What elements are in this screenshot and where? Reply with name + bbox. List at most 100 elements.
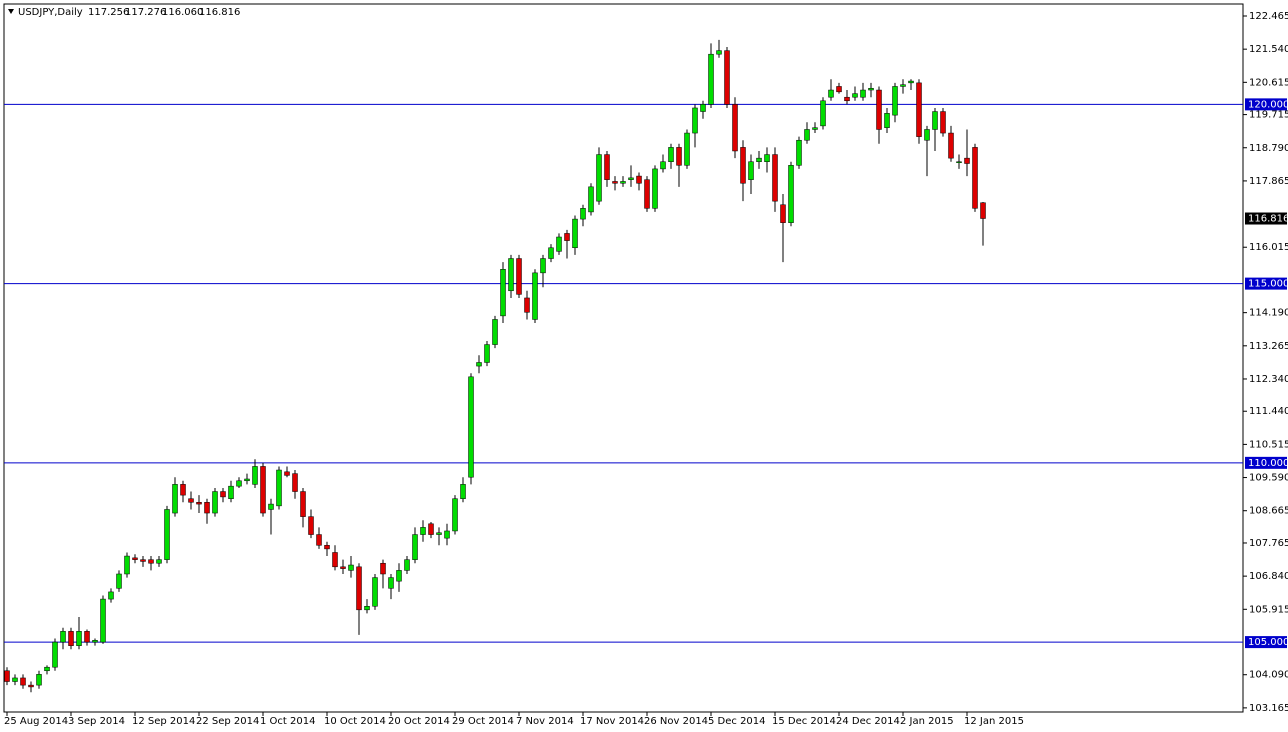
y-tick-label: 117.865 (1249, 176, 1288, 187)
x-tick-label: 29 Oct 2014 (452, 716, 514, 727)
candle-body (788, 165, 794, 223)
y-tick-label: 119.715 (1249, 110, 1288, 121)
candle-body (364, 605, 370, 611)
candle-body (124, 555, 130, 575)
candle-body (924, 129, 930, 141)
x-tick-label: 7 Nov 2014 (516, 716, 574, 727)
quote-value: 116.060 (162, 7, 203, 18)
candle-body (140, 559, 146, 562)
candle-body (276, 469, 282, 507)
candle-body (348, 564, 354, 571)
candle-body (540, 258, 546, 274)
candle-body (844, 96, 850, 102)
level-label: 110.000 (1248, 458, 1288, 469)
level-label: 105.000 (1248, 637, 1288, 648)
candle-body (980, 202, 986, 219)
x-tick-label: 10 Oct 2014 (324, 716, 386, 727)
last-price-label: 116.816 (1248, 214, 1288, 225)
candle-body (932, 111, 938, 130)
candle-body (564, 233, 570, 241)
candle-body (748, 161, 754, 180)
y-tick-label: 108.665 (1249, 506, 1288, 517)
candle-body (900, 84, 906, 87)
candle-body (28, 684, 34, 688)
candle-body (188, 498, 194, 503)
y-tick-label: 120.615 (1249, 77, 1288, 88)
y-tick-label: 103.165 (1249, 703, 1288, 714)
candle-body (372, 577, 378, 607)
candle-body (164, 509, 170, 560)
candle-body (220, 491, 226, 498)
candle-body (652, 168, 658, 209)
x-tick-label: 26 Nov 2014 (644, 716, 708, 727)
candle-body (636, 175, 642, 184)
candle-body (796, 139, 802, 166)
candle-body (420, 527, 426, 535)
candle-body (756, 157, 762, 162)
candle-body (620, 181, 626, 184)
candle-body (156, 559, 162, 564)
menu-arrow[interactable] (8, 9, 14, 14)
candle-body (204, 502, 210, 514)
candle-body (4, 670, 10, 682)
candle-body (172, 484, 178, 514)
candle-body (436, 532, 442, 535)
candle-body (668, 147, 674, 162)
y-tick-label: 116.015 (1249, 242, 1288, 253)
candle-body (284, 471, 290, 476)
x-tick-label: 20 Oct 2014 (388, 716, 450, 727)
y-tick-label: 113.265 (1249, 341, 1288, 352)
x-tick-label: 3 Sep 2014 (68, 716, 125, 727)
candle-body (700, 104, 706, 112)
candle-body (92, 640, 98, 643)
candle-body (396, 570, 402, 582)
candle-body (604, 154, 610, 180)
candle-body (100, 598, 106, 643)
candle-body (388, 577, 394, 589)
candle-body (36, 674, 42, 686)
candle-body (468, 376, 474, 478)
y-tick-label: 106.840 (1249, 571, 1288, 582)
x-tick-label: 15 Dec 2014 (772, 716, 836, 727)
candle-body (404, 559, 410, 571)
y-tick-label: 110.515 (1249, 439, 1288, 450)
level-tag (1245, 277, 1287, 290)
candle-body (532, 272, 538, 320)
x-tick-label: 25 Aug 2014 (4, 716, 68, 727)
candle-body (820, 100, 826, 127)
candle-body (676, 147, 682, 166)
candle-body (828, 89, 834, 98)
candle-body (692, 107, 698, 134)
candle-body (452, 498, 458, 532)
candle-body (588, 186, 594, 213)
candle-body (556, 236, 562, 252)
candle-body (132, 557, 138, 560)
candle-body (628, 177, 634, 180)
candle-body (884, 113, 890, 128)
x-tick-label: 1 Oct 2014 (260, 716, 315, 727)
candle-body (460, 484, 466, 499)
candle-body (60, 631, 66, 643)
y-tick-label: 121.540 (1249, 44, 1288, 55)
quote-value: 116.816 (199, 7, 240, 18)
candle-body (340, 566, 346, 569)
candle-body (804, 129, 810, 141)
candle-body (108, 591, 114, 600)
y-tick-label: 109.590 (1249, 473, 1288, 484)
candle-body (52, 641, 58, 668)
candle-body (764, 154, 770, 162)
candle-body (716, 50, 722, 55)
y-tick-label: 122.465 (1249, 11, 1288, 22)
level-label: 120.000 (1248, 99, 1288, 110)
candle-body (964, 157, 970, 164)
candle-body (380, 562, 386, 575)
candle-body (508, 258, 514, 292)
candle-body (860, 89, 866, 98)
candle-body (148, 559, 154, 564)
candle-body (812, 127, 818, 130)
candle-body (268, 503, 274, 510)
candle-body (484, 344, 490, 363)
y-tick-label: 118.790 (1249, 143, 1288, 154)
quote-value: 117.276 (125, 7, 166, 18)
